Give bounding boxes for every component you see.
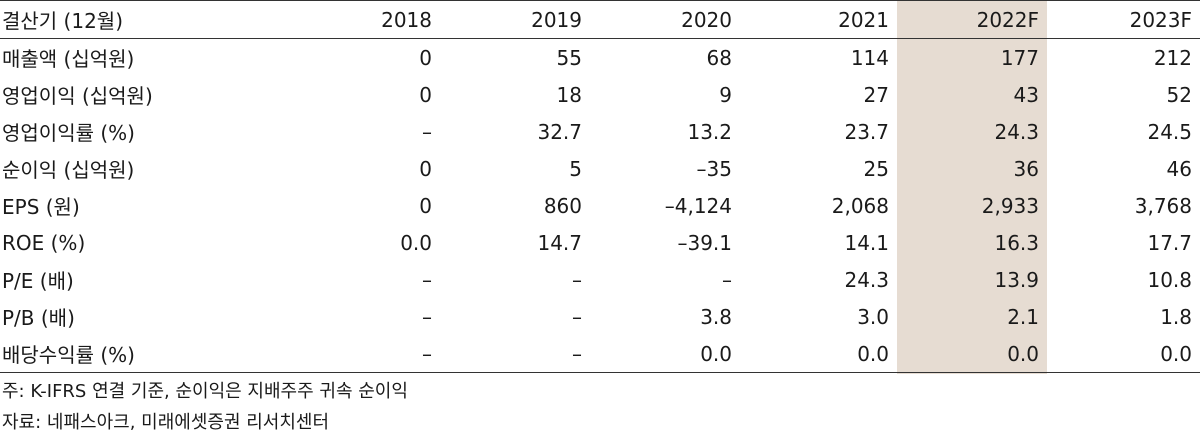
table-row: 배당수익률 (%) – – 0.0 0.0 0.0 0.0	[0, 335, 1200, 373]
table-row: ROE (%) 0.0 14.7 –39.1 14.1 16.3 17.7	[0, 224, 1200, 261]
header-year-2020: 2020	[590, 0, 740, 39]
row-label: 영업이익 (십억원)	[2, 84, 153, 108]
row-label: 순이익 (십억원)	[2, 158, 135, 182]
table-cell: 2,933	[981, 193, 1039, 218]
row-label: 매출액 (십억원)	[2, 47, 135, 71]
table-cell: 0.0	[897, 335, 1047, 373]
table-cell: 3.0	[857, 304, 889, 329]
table-cell: 5	[569, 156, 582, 181]
table-cell: 43	[1013, 82, 1039, 107]
header-year-2022f: 2022F	[897, 0, 1047, 39]
financial-table: 결산기 (12월) 2018 2019 2020 2021 2022F 2023…	[0, 0, 1200, 373]
row-label: 배당수익률 (%)	[0, 335, 300, 373]
table-row: 매출액 (십억원) 0 55 68 114 177 212	[0, 39, 1200, 77]
table-cell: –	[422, 304, 432, 329]
table-cell: 2.1	[1007, 304, 1039, 329]
table-cell: 3,768	[1134, 193, 1192, 218]
table-cell: 860	[543, 193, 582, 218]
table-cell: –39.1	[677, 230, 732, 255]
table-cell: 68	[706, 45, 732, 70]
table-cell: –	[422, 119, 432, 144]
table-cell: 13.2	[687, 119, 732, 144]
table-cell: 24.3	[994, 119, 1039, 144]
table-cell: 16.3	[994, 230, 1039, 255]
table-header-row: 결산기 (12월) 2018 2019 2020 2021 2022F 2023…	[0, 0, 1200, 39]
table-cell: –4,124	[664, 193, 732, 218]
table-cell: 23.7	[844, 119, 889, 144]
table-cell: 14.7	[537, 230, 582, 255]
table-row: EPS (원) 0 860 –4,124 2,068 2,933 3,768	[0, 187, 1200, 224]
table-cell: 24.5	[1147, 119, 1192, 144]
table-row: 영업이익률 (%) – 32.7 13.2 23.7 24.3 24.5	[0, 113, 1200, 150]
table-row: P/E (배) – – – 24.3 13.9 10.8	[0, 261, 1200, 298]
table-cell: 9	[719, 82, 732, 107]
table-cell: 0.0	[740, 335, 897, 373]
header-year-2018: 2018	[300, 0, 440, 39]
footnote: 주: K-IFRS 연결 기준, 순이익은 지배주주 귀속 순이익	[2, 381, 408, 402]
table-cell: –	[300, 335, 440, 373]
table-cell: –	[722, 267, 732, 292]
header-label: 결산기 (12월)	[0, 0, 300, 39]
table-cell: 0.0	[1047, 335, 1200, 373]
table-cell: 0	[419, 82, 432, 107]
row-label: P/E (배)	[2, 269, 74, 293]
table-cell: 0	[419, 45, 432, 70]
table-cell: 32.7	[537, 119, 582, 144]
table-cell: –	[572, 267, 582, 292]
row-label: ROE (%)	[2, 230, 86, 255]
table-row: 순이익 (십억원) 0 5 –35 25 36 46	[0, 150, 1200, 187]
table-cell: 52	[1166, 82, 1192, 107]
table-cell: 212	[1153, 45, 1192, 70]
table-cell: 3.8	[700, 304, 732, 329]
table-row: P/B (배) – – 3.8 3.0 2.1 1.8	[0, 298, 1200, 335]
header-year-2019: 2019	[440, 0, 590, 39]
table-cell: –35	[696, 156, 732, 181]
row-label: P/B (배)	[2, 306, 75, 330]
table-cell: 114	[850, 45, 889, 70]
table-cell: 0	[419, 193, 432, 218]
table-cell: 55	[556, 45, 582, 70]
table-cell: 17.7	[1147, 230, 1192, 255]
table-cell: –	[422, 267, 432, 292]
table-row: 영업이익 (십억원) 0 18 9 27 43 52	[0, 76, 1200, 113]
table-cell: 2,068	[831, 193, 889, 218]
table-cell: 0	[419, 156, 432, 181]
table-cell: 36	[1013, 156, 1039, 181]
table-cell: 24.3	[844, 267, 889, 292]
source-note: 자료: 네패스아크, 미래에셋증권 리서치센터	[2, 412, 330, 433]
table-cell: 14.1	[844, 230, 889, 255]
table-cell: 13.9	[994, 267, 1039, 292]
row-label: 영업이익률 (%)	[2, 121, 135, 145]
table-cell: 177	[1000, 45, 1039, 70]
table-cell: 46	[1166, 156, 1192, 181]
table-cell: 0.0	[400, 230, 432, 255]
table-notes: 주: K-IFRS 연결 기준, 순이익은 지배주주 귀속 순이익 자료: 네패…	[2, 376, 408, 438]
table-cell: 1.8	[1160, 304, 1192, 329]
row-label: EPS (원)	[2, 195, 80, 219]
table-cell: 10.8	[1147, 267, 1192, 292]
forecast-column-highlight	[897, 0, 1047, 374]
table-cell: 25	[863, 156, 889, 181]
table-cell: 18	[556, 82, 582, 107]
table-cell: 27	[863, 82, 889, 107]
table-cell: 0.0	[590, 335, 740, 373]
header-year-2021: 2021	[740, 0, 897, 39]
header-year-2023f: 2023F	[1047, 0, 1200, 39]
table-cell: –	[440, 335, 590, 373]
table-cell: –	[572, 304, 582, 329]
